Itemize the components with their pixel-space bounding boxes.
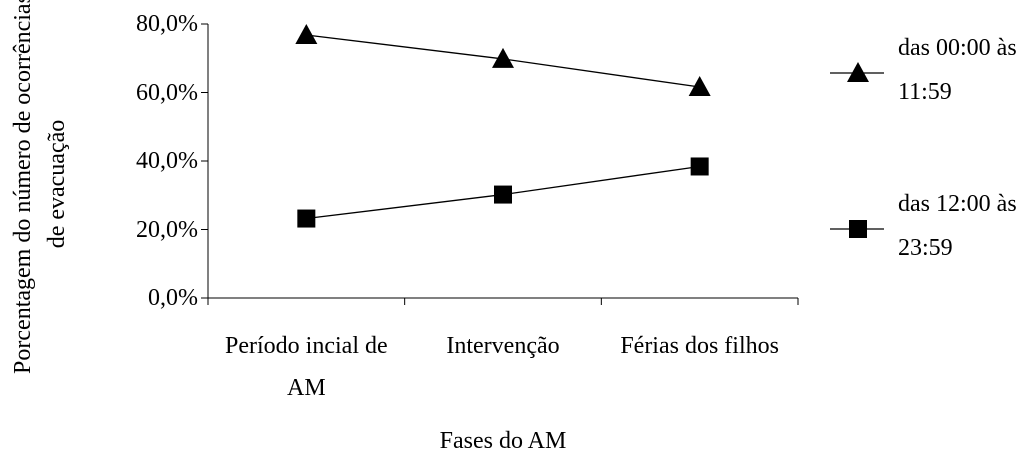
x-tick-label: Intervenção — [446, 333, 560, 359]
legend-marker — [849, 220, 867, 238]
y-axis-title: Porcentagem do número de ocorrências de … — [10, 0, 70, 374]
data-point — [688, 76, 711, 97]
y-tick-label: 0,0% — [148, 285, 198, 311]
x-tick-label: Período incial de AM — [225, 333, 388, 401]
x-tick-label: Férias dos filhos — [620, 333, 779, 359]
y-tick-label: 80,0% — [136, 11, 198, 37]
y-tick-label: 60,0% — [136, 79, 198, 106]
legend-marker — [847, 62, 869, 82]
data-point — [494, 185, 512, 204]
y-tick-label: 40,0% — [136, 148, 198, 174]
y-tick-label: 20,0% — [136, 216, 198, 243]
data-point — [690, 157, 709, 176]
data-point — [295, 23, 318, 44]
legend-label: das 12:00 às 23:59 — [898, 191, 1017, 261]
data-point — [297, 209, 316, 228]
legend-label: das 00:00 às 11:59 — [898, 35, 1017, 105]
x-axis-title: Fases do AM — [439, 428, 567, 454]
data-point — [492, 47, 514, 68]
